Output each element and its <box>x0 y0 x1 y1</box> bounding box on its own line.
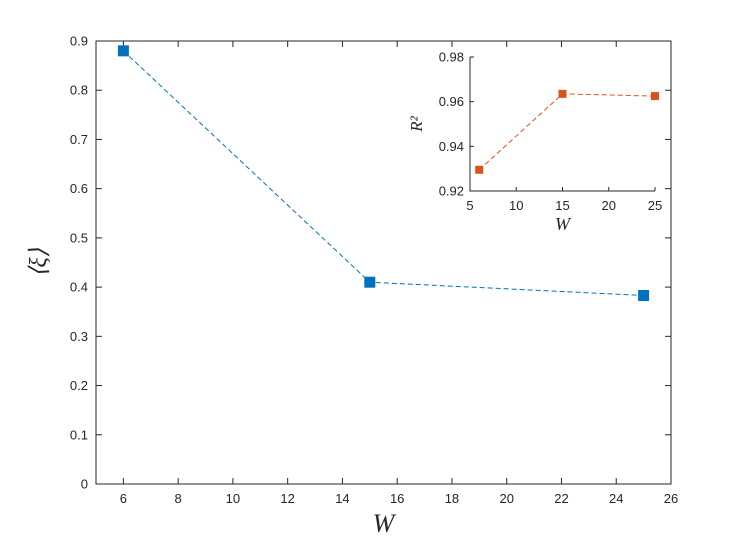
inset-y-axis-label: R² <box>407 115 426 132</box>
inset-data-point <box>651 92 659 101</box>
main-x-tick-label: 24 <box>609 491 623 506</box>
main-y-tick-label: 0.9 <box>70 34 88 49</box>
main-x-tick-label: 22 <box>554 491 568 506</box>
main-x-tick-label: 26 <box>664 491 678 506</box>
main-x-tick-label: 16 <box>390 491 404 506</box>
main-y-tick-label: 0 <box>81 477 88 492</box>
main-x-tick-label: 6 <box>120 491 127 506</box>
main-y-tick-label: 0.5 <box>70 230 88 245</box>
main-y-tick-label: 0.7 <box>70 132 88 147</box>
main-x-axis-label: W <box>373 509 397 538</box>
main-x-tick-label: 8 <box>175 491 182 506</box>
main-data-point <box>117 45 129 57</box>
inset-y-tick-label: 0.92 <box>439 184 464 199</box>
inset-x-tick-label: 25 <box>648 198 662 213</box>
main-x-tick-label: 10 <box>226 491 240 506</box>
main-y-tick-label: 0.1 <box>70 427 88 442</box>
main-x-tick-label: 20 <box>499 491 513 506</box>
main-y-tick-label: 0.4 <box>70 280 88 295</box>
main-data-point <box>364 276 376 288</box>
main-x-tick-label: 18 <box>445 491 459 506</box>
inset-chart: 5 10 15 20 25 0.92 0.94 0.96 0.98 W R² <box>407 50 662 235</box>
inset-plot-area <box>470 57 655 191</box>
main-data-point <box>638 289 650 301</box>
inset-data-point <box>475 165 484 174</box>
main-y-axis-label: ⟨ξ⟩ <box>26 247 52 277</box>
main-y-tick-label: 0.2 <box>70 378 88 393</box>
main-y-tick-label: 0.6 <box>70 181 88 196</box>
inset-x-tick-label: 15 <box>555 198 569 213</box>
main-y-tick-label: 0.3 <box>70 329 88 344</box>
inset-x-tick-label: 10 <box>509 198 523 213</box>
inset-x-tick-label: 5 <box>466 198 473 213</box>
inset-y-tick-label: 0.98 <box>439 50 464 65</box>
inset-data-point <box>558 89 567 98</box>
inset-y-tick-label: 0.94 <box>439 139 464 154</box>
main-x-tick-label: 12 <box>280 491 294 506</box>
main-y-tick-label: 0.8 <box>70 83 88 98</box>
inset-x-tick-label: 20 <box>602 198 616 213</box>
inset-y-tick-label: 0.96 <box>439 94 464 109</box>
main-x-tick-label: 14 <box>335 491 349 506</box>
inset-x-axis-label: W <box>555 214 572 234</box>
